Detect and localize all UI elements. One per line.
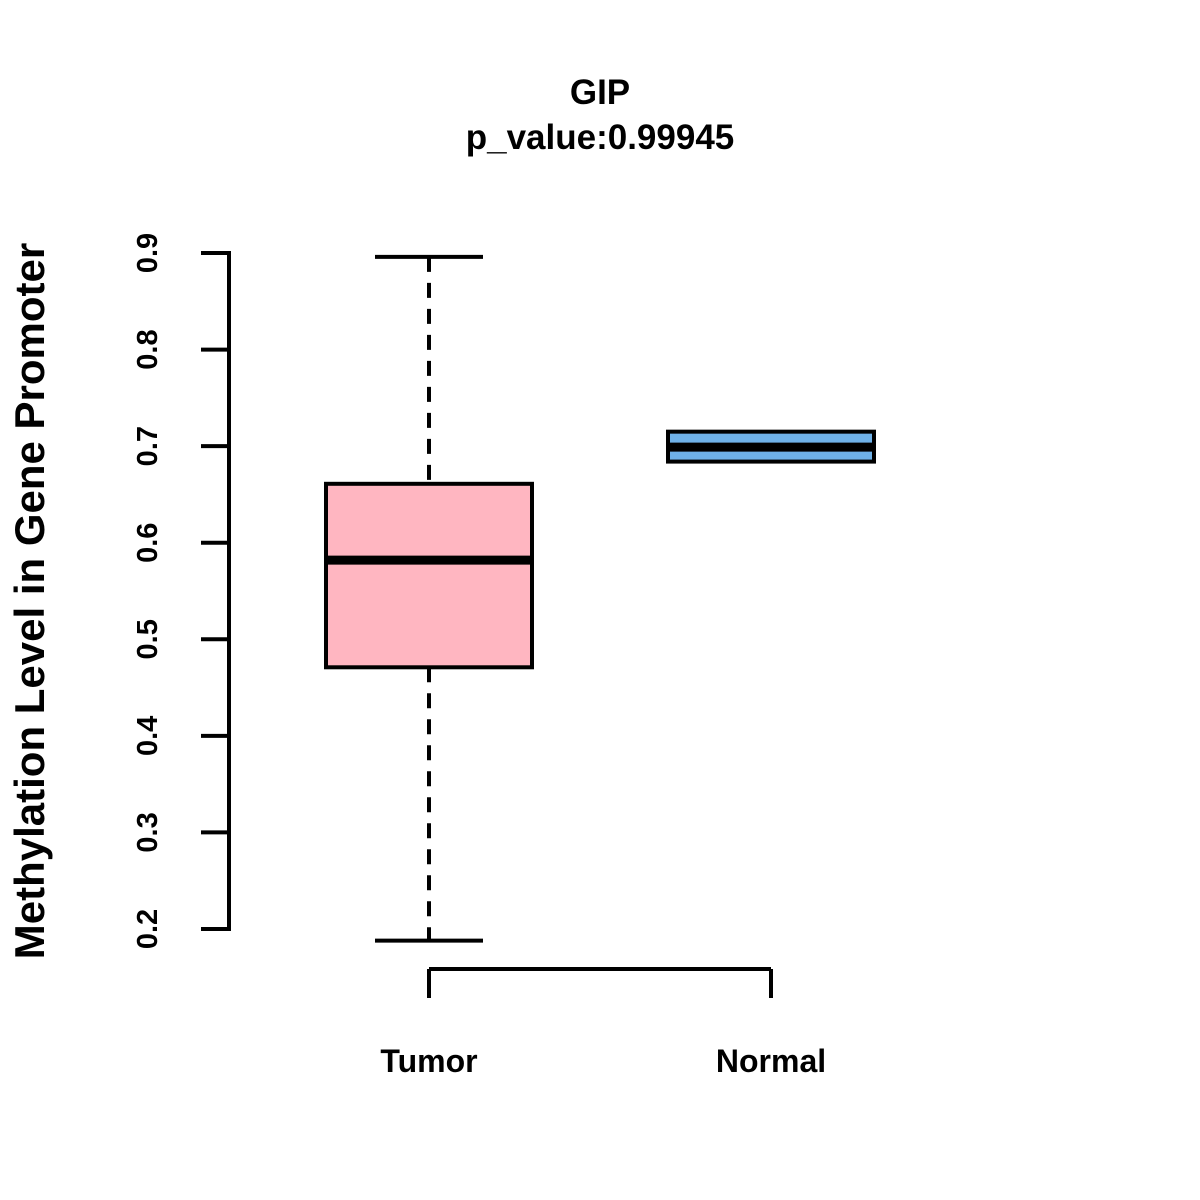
y-tick-label: 0.5 (132, 619, 164, 659)
y-tick-label: 0.7 (132, 426, 164, 466)
y-tick-label: 0.3 (132, 812, 164, 852)
chart-subtitle: p_value:0.99945 (465, 118, 735, 157)
y-tick-label: 0.4 (132, 716, 164, 756)
y-tick-label: 0.2 (132, 909, 164, 949)
y-tick-label: 0.8 (132, 329, 164, 369)
x-tick-label-normal: Normal (716, 1043, 826, 1079)
box-tumor (324, 481, 534, 670)
y-tick-label: 0.9 (132, 233, 164, 273)
y-tick-label: 0.6 (132, 523, 164, 563)
x-tick-label-tumor: Tumor (380, 1043, 477, 1079)
chart-title: GIP (569, 73, 631, 112)
y-axis-label: Methylation Level in Gene Promoter (6, 242, 53, 960)
